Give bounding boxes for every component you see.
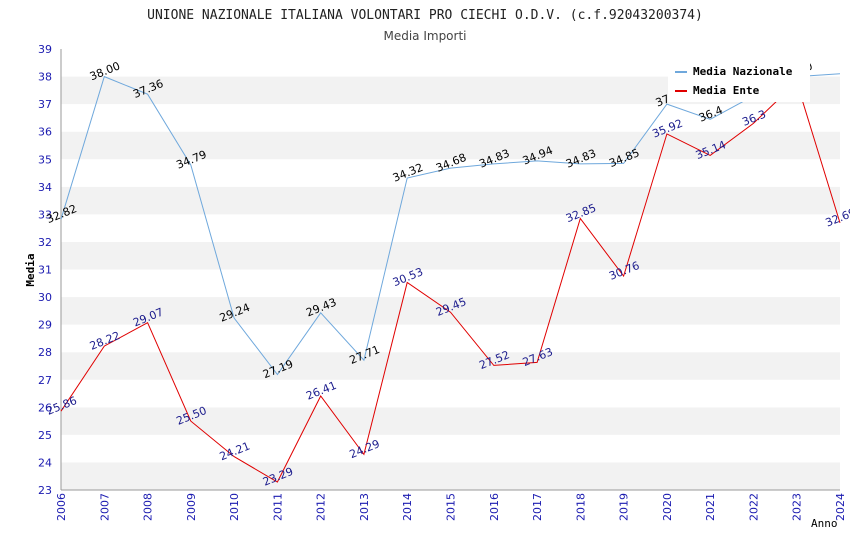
grid-band — [61, 269, 840, 298]
grid-band — [61, 186, 840, 215]
grid-band — [61, 324, 840, 353]
grid-band — [61, 379, 840, 408]
x-tick-label: 2011 — [271, 493, 284, 521]
y-tick-label: 39 — [38, 43, 52, 56]
grid-band — [61, 104, 840, 132]
grid-band — [61, 159, 840, 187]
x-tick-label: 2019 — [618, 493, 631, 521]
grid-band — [61, 434, 840, 463]
x-tick-label: 2020 — [661, 493, 674, 521]
series-line-media-nazionale — [60, 73, 841, 376]
x-tick-label: 2010 — [228, 493, 241, 521]
x-axis-label: Anno — [811, 517, 838, 530]
x-tick-label: 2009 — [185, 493, 198, 521]
legend-label-nazionale: Media Nazionale — [693, 65, 793, 78]
y-tick-label: 36 — [38, 126, 52, 139]
x-tick-label: 2015 — [445, 493, 458, 521]
y-tick-label: 30 — [38, 291, 52, 304]
x-tick-label: 2022 — [747, 493, 760, 521]
x-tick-label: 2017 — [531, 493, 544, 521]
x-tick-label: 2021 — [704, 493, 717, 521]
y-tick-label: 32 — [38, 236, 52, 249]
y-axis-ticks: 23 24 25 26 27 28 29 30 31 32 33 34 35 36 37 38 39 — [38, 43, 52, 497]
y-tick-label: 26 — [38, 401, 52, 414]
y-tick-label: 27 — [38, 374, 52, 387]
grid-band — [61, 214, 840, 242]
x-tick-label: 2016 — [488, 493, 501, 521]
y-tick-label: 34 — [38, 181, 52, 194]
x-tick-label: 2013 — [358, 493, 371, 521]
grid-band — [61, 131, 840, 160]
x-tick-label: 2014 — [401, 493, 414, 521]
grid-band — [61, 241, 840, 270]
y-tick-label: 35 — [38, 153, 52, 166]
axes — [60, 49, 840, 491]
y-tick-label: 23 — [38, 484, 52, 497]
chart-title: UNIONE NAZIONALE ITALIANA VOLONTARI PRO … — [147, 8, 703, 23]
x-tick-label: 2007 — [98, 493, 111, 521]
y-axis-label: Media — [24, 253, 37, 286]
legend-box — [668, 60, 810, 102]
y-tick-label: 28 — [38, 346, 52, 359]
grid-band — [61, 352, 840, 380]
y-tick-label: 29 — [38, 319, 52, 332]
x-tick-label: 2018 — [574, 493, 587, 521]
x-tick-label: 2012 — [315, 493, 328, 521]
series-lines — [60, 73, 841, 483]
legend: Media Nazionale Media Ente — [668, 60, 810, 102]
y-tick-label: 25 — [38, 429, 52, 442]
legend-label-ente: Media Ente — [693, 84, 760, 97]
x-tick-label: 2024 — [834, 493, 847, 521]
grid-bands — [61, 49, 840, 490]
x-tick-label: 2023 — [791, 493, 804, 521]
x-axis-ticks: 2006 2007 2008 2009 2010 2011 2012 2013 2014 2015… — [55, 493, 847, 521]
y-tick-label: 38 — [38, 71, 52, 84]
x-tick-label: 2008 — [142, 493, 155, 521]
chart-subtitle: Media Importi — [383, 29, 466, 43]
y-tick-label: 24 — [38, 456, 52, 469]
y-tick-label: 31 — [38, 264, 52, 277]
y-tick-label: 37 — [38, 98, 52, 111]
grid-band — [61, 462, 840, 490]
grid-band — [61, 297, 840, 325]
series-line-media-ente — [60, 81, 841, 483]
y-tick-label: 33 — [38, 208, 52, 221]
x-tick-label: 2006 — [55, 493, 68, 521]
